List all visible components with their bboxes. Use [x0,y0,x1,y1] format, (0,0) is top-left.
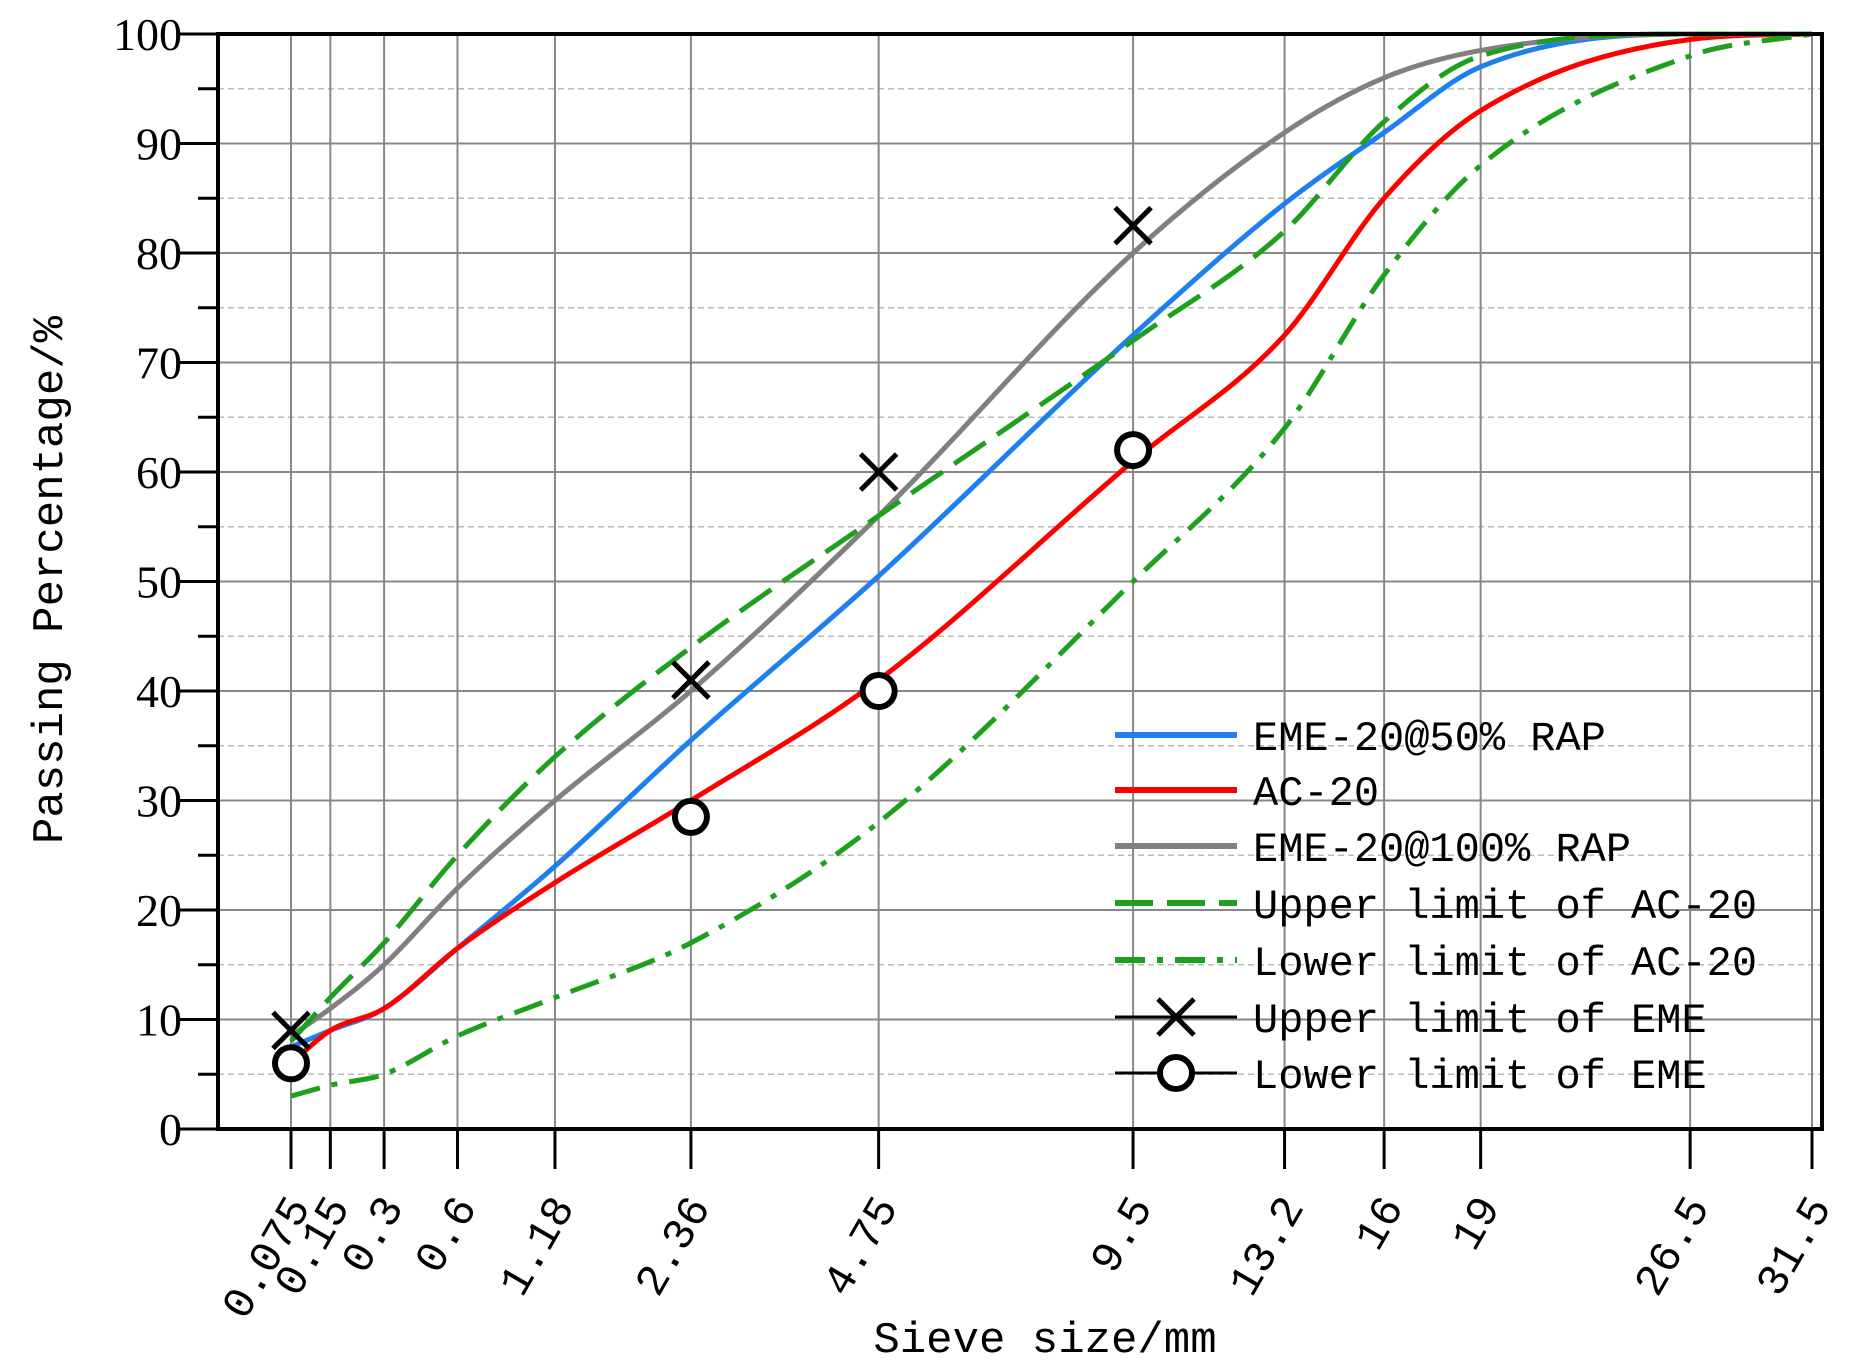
legend-item: EME-20@50% RAP [1115,715,1606,763]
series-layer [271,31,1813,1099]
series-line-1 [289,31,1813,1066]
y-tick-label: 40 [136,666,182,717]
y-tick-label: 60 [136,447,182,498]
legend-label: EME-20@100% RAP [1253,826,1631,874]
x-tick-label: 26.5 [1626,1189,1722,1305]
legend-item: Upper limit of AC-20 [1115,883,1757,931]
legend-item: Upper limit of EME [1115,997,1707,1045]
x-tick-label: 9.5 [1082,1189,1165,1283]
legend: EME-20@50% RAP AC-20 EME-20@100% RAP Upper … [1115,715,1757,1101]
y-tick-label: 30 [136,776,182,827]
x-tick-label: 0.3 [333,1189,416,1283]
marker-x-stroke [271,1010,311,1051]
y-axis-title: Passing Percentage/% [26,315,76,844]
data-point-x [671,660,711,700]
legend-label: Upper limit of AC-20 [1253,883,1757,931]
y-tick-label: 0 [159,1104,182,1155]
series-line-2 [289,31,1812,1038]
x-tick-label: 31.5 [1748,1189,1844,1305]
legend-label: Lower limit of EME [1253,1053,1707,1101]
x-tick-label: 16 [1347,1189,1417,1260]
data-point-o [1114,431,1153,470]
marker-x-stroke [858,452,899,492]
y-tick-label: 10 [136,995,182,1046]
data-point-o [272,1044,310,1083]
legend-marker-o [1157,1054,1195,1092]
series-line-3 [289,31,1812,1044]
x-tick-label: 1.18 [491,1189,587,1305]
x-tick-label: 19 [1443,1189,1513,1260]
y-tick-label: 80 [136,228,182,279]
legend-label: Upper limit of EME [1253,997,1707,1045]
legend-item: Lower limit of AC-20 [1115,940,1757,988]
y-tick-label: 50 [136,557,182,608]
data-point-o [859,672,898,710]
legend-marker-x [1156,997,1196,1037]
marker-x-stroke [1113,205,1153,246]
x-tick-label: 4.75 [815,1189,911,1305]
data-point-x [1113,205,1153,246]
marker-x-stroke [671,660,711,700]
x-axis-title: Sieve size/mm [873,1316,1216,1362]
legend-item: AC-20 [1115,770,1379,818]
data-point-x [271,1010,311,1051]
x-tick-label: 2.36 [627,1189,723,1305]
x-tick-label: 13.2 [1221,1189,1317,1305]
legend-label: EME-20@50% RAP [1253,715,1606,763]
marker-x-stroke [1156,997,1196,1037]
data-point-x [858,452,899,492]
legend-label: AC-20 [1253,770,1379,818]
y-tick-label: 90 [136,119,182,170]
y-tick-label: 100 [113,9,182,60]
legend-label: Lower limit of AC-20 [1253,940,1757,988]
legend-item: Lower limit of EME [1115,1053,1707,1101]
legend-item: EME-20@100% RAP [1115,826,1631,874]
y-tick-label: 70 [136,338,182,389]
data-point-o [671,797,710,836]
y-tick-label: 20 [136,885,182,936]
x-tick-label: 0.6 [407,1189,490,1283]
series-line-4 [290,31,1813,1099]
